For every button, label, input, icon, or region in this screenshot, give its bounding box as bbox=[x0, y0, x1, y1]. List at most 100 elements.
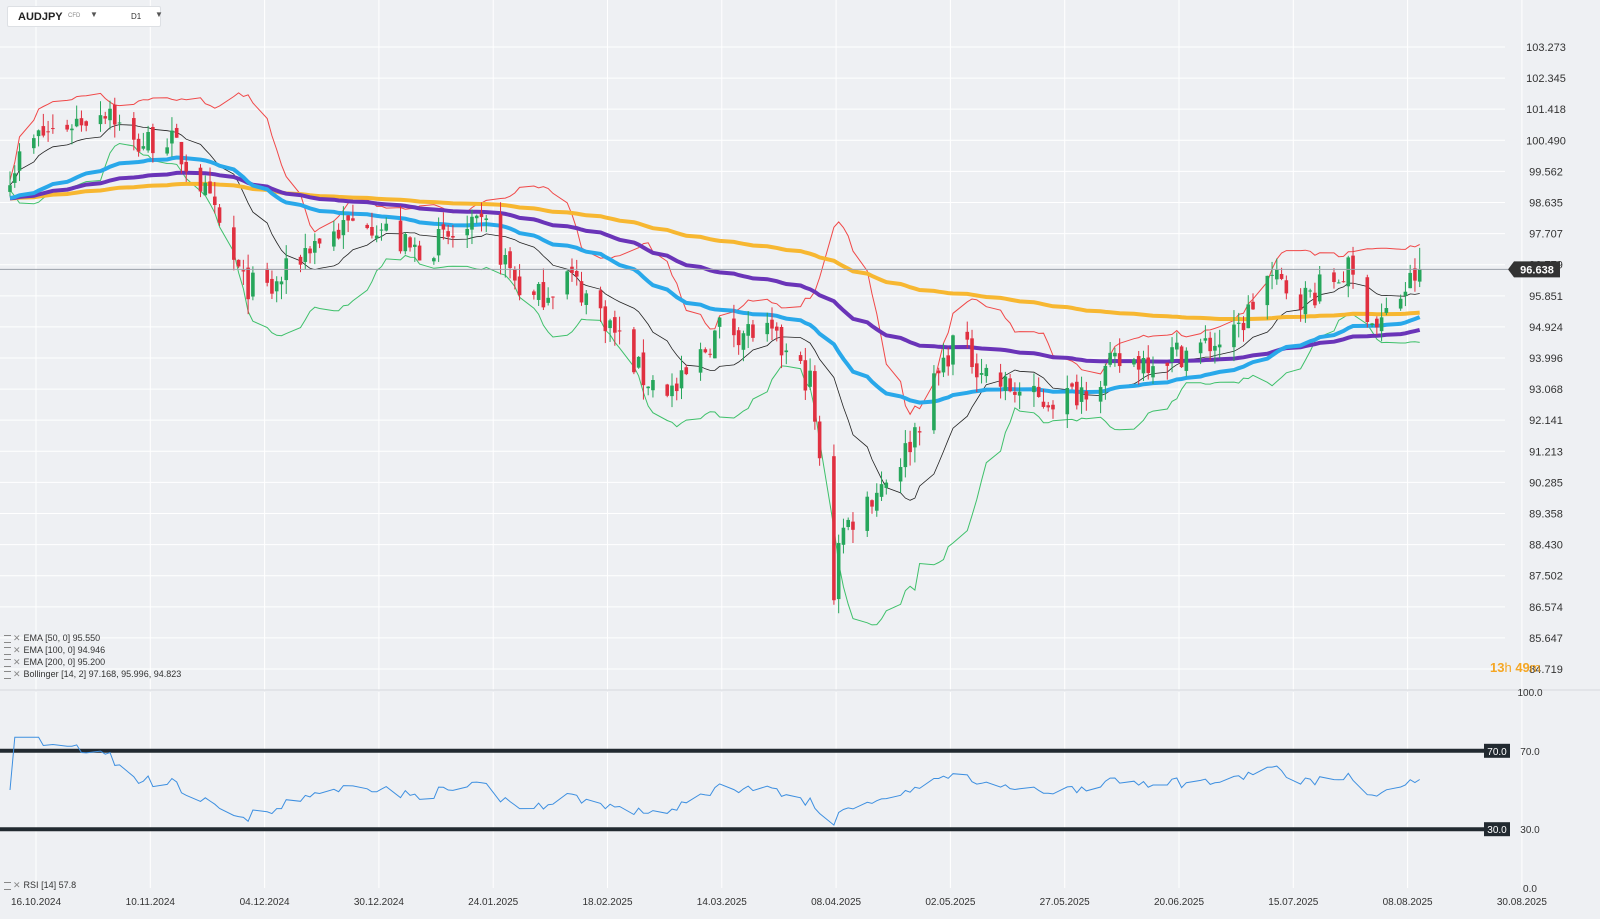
candle-body bbox=[774, 326, 779, 331]
candle-body bbox=[170, 130, 174, 144]
legend-row-ema50[interactable]: ✕ EMA [50, 0] 95.550 bbox=[4, 632, 181, 644]
candle-body bbox=[208, 181, 212, 194]
close-icon[interactable]: ✕ bbox=[13, 880, 21, 890]
candle-body bbox=[398, 220, 403, 252]
rsi-panel: 100.0 70.0 30.0 0.0 70.0 30.0 bbox=[0, 688, 1543, 895]
candle-body bbox=[674, 383, 679, 392]
candle-body bbox=[579, 281, 584, 303]
ema200-line bbox=[9, 181, 1420, 322]
price-tick-label: 93.996 bbox=[1529, 353, 1563, 365]
candle-body bbox=[574, 270, 579, 277]
candle-body bbox=[1379, 317, 1384, 332]
candle-body bbox=[308, 248, 312, 254]
candle-body bbox=[470, 216, 474, 230]
legend-row-ema200[interactable]: ✕ EMA [200, 0] 95.200 bbox=[4, 656, 181, 668]
candle-body bbox=[446, 231, 450, 237]
rsi-level-label: 30.0 bbox=[1487, 825, 1507, 836]
close-icon[interactable]: ✕ bbox=[13, 645, 21, 655]
settings-icon[interactable] bbox=[4, 658, 11, 667]
time-tick-label: 30.12.2024 bbox=[354, 897, 404, 908]
candle-body bbox=[741, 333, 746, 350]
legend-row-bollinger[interactable]: ✕ Bollinger [14, 2] 97.168, 95.996, 94.82… bbox=[4, 668, 181, 680]
candle-body bbox=[979, 373, 984, 375]
candle-body bbox=[346, 215, 350, 221]
price-tick-label: 97.707 bbox=[1529, 229, 1563, 241]
candle-body bbox=[665, 384, 670, 396]
rsi-legend[interactable]: ✕ RSI [14] 57.8 bbox=[4, 880, 76, 891]
candle-body bbox=[198, 167, 203, 192]
candle-body bbox=[503, 255, 508, 265]
candle-body bbox=[403, 234, 408, 252]
candle-body bbox=[636, 356, 641, 368]
rsi-tick-label: 70.0 bbox=[1520, 747, 1540, 758]
candle-body bbox=[1346, 257, 1351, 287]
candle-body bbox=[813, 371, 817, 422]
candle-body bbox=[370, 226, 374, 236]
candle-body bbox=[1384, 308, 1389, 313]
candle-body bbox=[513, 269, 517, 281]
candle-body bbox=[1032, 385, 1036, 393]
candle-body bbox=[1079, 387, 1084, 402]
candle-body bbox=[1108, 352, 1112, 365]
candle-body bbox=[836, 542, 841, 600]
settings-icon[interactable] bbox=[4, 646, 11, 655]
candle-body bbox=[846, 519, 850, 528]
close-icon[interactable]: ✕ bbox=[13, 633, 21, 643]
candle-body bbox=[603, 306, 608, 332]
candlesticks bbox=[8, 97, 1422, 614]
time-tick-label: 15.07.2025 bbox=[1268, 897, 1318, 908]
candle-body bbox=[70, 128, 74, 131]
symbol-selector[interactable]: AUDJPY CFD ▼ D1 ▼ bbox=[7, 6, 163, 27]
bollinger-upper-line bbox=[9, 92, 1420, 416]
candle-body bbox=[803, 360, 808, 391]
settings-icon[interactable] bbox=[4, 670, 11, 679]
candle-body bbox=[851, 521, 855, 530]
price-tick-label: 87.502 bbox=[1529, 571, 1563, 583]
candle-body bbox=[417, 245, 422, 261]
candle-body bbox=[1141, 357, 1146, 374]
candle-body bbox=[41, 126, 46, 136]
candle-body bbox=[484, 218, 489, 220]
settings-icon[interactable] bbox=[4, 881, 11, 890]
settings-icon[interactable] bbox=[4, 634, 11, 643]
candle-body bbox=[651, 380, 655, 391]
candle-body bbox=[765, 322, 770, 335]
chevron-down-icon[interactable]: ▼ bbox=[90, 10, 98, 19]
timeframe-label[interactable]: D1 bbox=[131, 12, 142, 21]
candle-body bbox=[551, 296, 555, 298]
close-icon[interactable]: ✕ bbox=[13, 669, 21, 679]
legend-row-ema100[interactable]: ✕ EMA [100, 0] 94.946 bbox=[4, 644, 181, 656]
candle-body bbox=[36, 130, 41, 137]
time-tick-label: 08.08.2025 bbox=[1383, 897, 1433, 908]
candle-body bbox=[898, 467, 903, 482]
candle-body bbox=[408, 237, 412, 248]
price-tick-label: 98.635 bbox=[1529, 197, 1563, 209]
candle-body bbox=[565, 271, 570, 295]
candle-body bbox=[1036, 386, 1041, 397]
candle-body bbox=[951, 335, 955, 365]
candle-body bbox=[413, 244, 417, 247]
candle-body bbox=[241, 270, 246, 272]
price-tick-label: 103.273 bbox=[1526, 42, 1566, 54]
candle-body bbox=[108, 108, 112, 121]
candle-body bbox=[436, 228, 441, 256]
price-tick-label: 91.213 bbox=[1529, 446, 1563, 458]
candle-body bbox=[179, 141, 184, 165]
chevron-down-icon[interactable]: ▼ bbox=[155, 10, 163, 19]
close-icon[interactable]: ✕ bbox=[13, 657, 21, 667]
candle-body bbox=[1003, 376, 1008, 391]
candle-body bbox=[374, 235, 379, 239]
candle-body bbox=[236, 259, 241, 267]
candle-body bbox=[341, 220, 346, 236]
candle-body bbox=[279, 281, 284, 285]
candle-body bbox=[1370, 323, 1374, 326]
candle-body bbox=[232, 227, 236, 260]
candle-body bbox=[1170, 347, 1174, 362]
candle-body bbox=[151, 127, 155, 154]
candle-body bbox=[732, 318, 736, 336]
candle-body bbox=[1317, 274, 1322, 302]
candle-body bbox=[617, 330, 622, 332]
candle-body bbox=[1146, 357, 1151, 374]
